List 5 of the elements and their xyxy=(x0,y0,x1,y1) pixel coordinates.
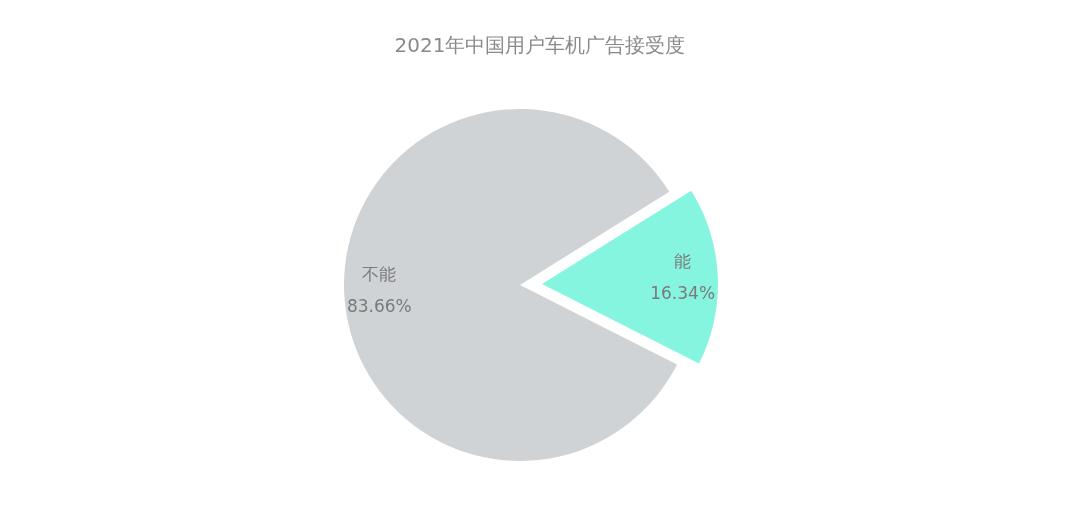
slice-label: 能 xyxy=(674,250,692,271)
chart-title: 2021年中国用户车机广告接受度 xyxy=(394,32,686,57)
slice-label: 不能 xyxy=(362,264,397,285)
data-label: 16.34% xyxy=(650,282,716,303)
data-label: 83.66% xyxy=(346,296,412,317)
